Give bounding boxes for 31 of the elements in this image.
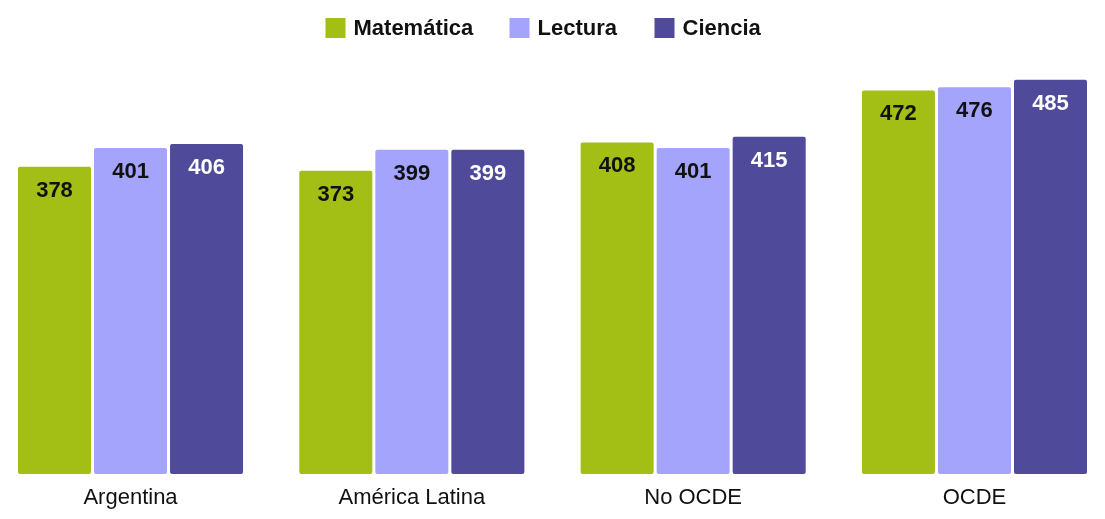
- data-label: 401: [674, 158, 712, 184]
- bar: [299, 170, 373, 474]
- data-label: 415: [750, 146, 788, 172]
- x-tick-label: Argentina: [83, 484, 179, 509]
- bar: [937, 87, 1011, 474]
- bar: [1013, 79, 1087, 474]
- legend-label: Lectura: [537, 15, 618, 40]
- data-label: 406: [188, 154, 225, 180]
- legend-label: Matemática: [353, 15, 475, 40]
- bar: [94, 148, 168, 474]
- data-label: 373: [317, 180, 355, 206]
- bar: [375, 149, 449, 474]
- data-label: 472: [880, 100, 917, 126]
- x-tick-label: América Latina: [338, 484, 486, 509]
- data-label: 378: [36, 176, 73, 202]
- data-label: 408: [598, 152, 636, 178]
- x-tick-label: No OCDE: [644, 484, 743, 509]
- x-tick-label: OCDE: [942, 484, 1007, 509]
- data-label: 399: [393, 159, 431, 185]
- bar: [451, 149, 525, 474]
- bar: [580, 142, 654, 474]
- bar: [18, 166, 92, 474]
- data-label: 485: [1032, 89, 1069, 115]
- legend-label: Ciencia: [682, 15, 762, 40]
- bar: [170, 144, 244, 474]
- data-label: 399: [469, 159, 507, 185]
- bar: [861, 90, 935, 474]
- bar: [656, 148, 730, 474]
- data-label: 476: [956, 97, 993, 123]
- data-label: 401: [112, 158, 149, 184]
- bar: [732, 136, 806, 474]
